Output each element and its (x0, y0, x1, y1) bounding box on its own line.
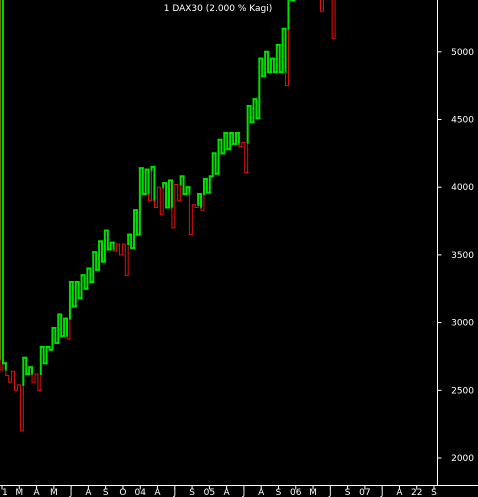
x-tick-label: 05 (204, 488, 215, 497)
x-tick-label: A (258, 488, 265, 497)
x-tick-label: 1 (2, 488, 8, 497)
y-tick-label: 5000 (451, 48, 474, 58)
x-tick-label: A (396, 488, 403, 497)
y-tick-label: 3500 (451, 251, 474, 261)
x-tick-label: J (69, 488, 73, 497)
plot-area (0, 0, 336, 432)
x-tick-label: A (85, 488, 92, 497)
x-tick-label: S (103, 488, 109, 497)
x-tick-label: S (189, 488, 195, 497)
x-tick-label: A (154, 488, 161, 497)
y-tick-label: 4000 (451, 183, 474, 193)
chart-title: 1 DAX30 (2.000 % Kagi) (164, 4, 273, 14)
y-tick-label: 4500 (451, 116, 474, 126)
y-tick-label: 3000 (451, 319, 474, 329)
x-tick-label: M (50, 488, 58, 497)
x-tick-label: S (345, 488, 351, 497)
x-tick-label: 07 (359, 488, 370, 497)
x-tick-label: M (309, 488, 317, 497)
x-tick-label: J (328, 488, 332, 497)
y-axis: 2000250030003500400045005000550060006500… (437, 48, 474, 464)
x-tick-label: O (119, 488, 126, 497)
y-tick-label: 2000 (451, 454, 474, 464)
x-tick-label: J (172, 488, 176, 497)
x-tick-label: A (33, 488, 40, 497)
x-tick-label: 22 (411, 488, 422, 497)
y-tick-label: 2500 (451, 386, 474, 396)
x-axis: 1 M A M J A S O 04 A J S 05 A J A S 06 M J S 07 J A 22 S (1, 485, 437, 497)
x-tick-label: 06 (290, 488, 302, 497)
x-tick-label: J (380, 488, 384, 497)
x-tick-label: J (242, 488, 246, 497)
x-tick-label: 04 (135, 488, 147, 497)
x-tick-label: S (431, 488, 437, 497)
x-tick-label: S (276, 488, 282, 497)
x-tick-label: A (224, 488, 231, 497)
x-tick-label: M (15, 488, 23, 497)
